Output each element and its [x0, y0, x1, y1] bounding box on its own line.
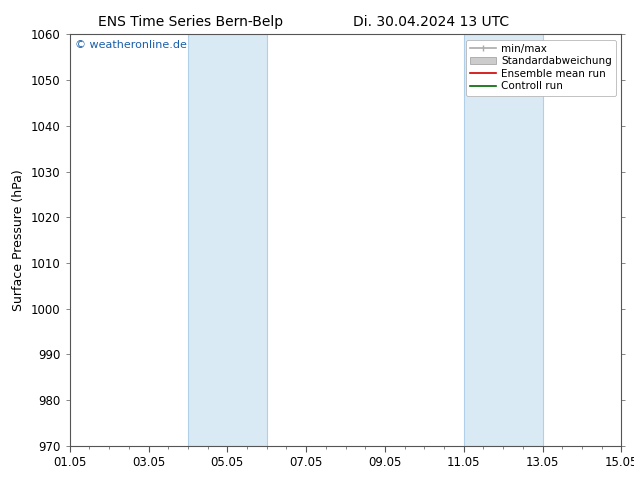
- Text: ENS Time Series Bern-Belp: ENS Time Series Bern-Belp: [98, 15, 283, 29]
- Y-axis label: Surface Pressure (hPa): Surface Pressure (hPa): [13, 169, 25, 311]
- Bar: [188, 34, 267, 446]
- Text: © weatheronline.de: © weatheronline.de: [75, 41, 187, 50]
- Legend: min/max, Standardabweichung, Ensemble mean run, Controll run: min/max, Standardabweichung, Ensemble me…: [466, 40, 616, 96]
- Text: Di. 30.04.2024 13 UTC: Di. 30.04.2024 13 UTC: [353, 15, 509, 29]
- Bar: [463, 34, 543, 446]
